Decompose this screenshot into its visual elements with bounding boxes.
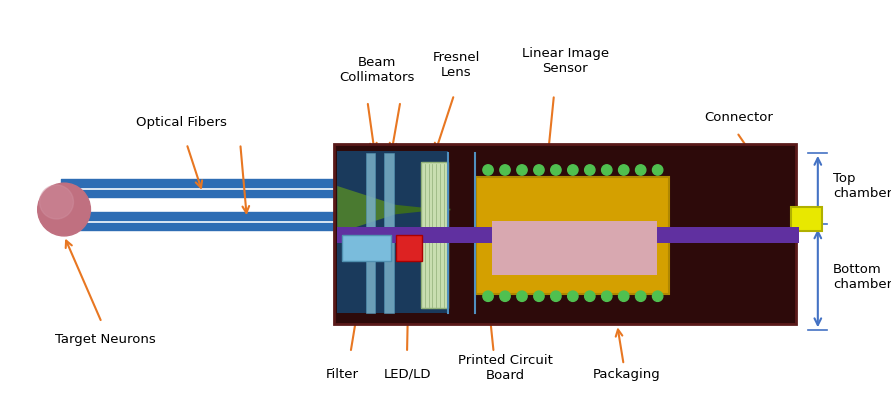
Bar (384, 153, 394, 313)
Circle shape (584, 165, 595, 175)
Bar (334, 143, 797, 324)
Circle shape (551, 291, 561, 301)
Circle shape (568, 291, 578, 301)
Circle shape (652, 291, 663, 301)
Circle shape (618, 291, 629, 301)
Circle shape (534, 165, 544, 175)
Text: Top
chamber: Top chamber (833, 172, 891, 200)
Circle shape (652, 165, 663, 175)
Circle shape (635, 165, 646, 175)
Bar (492, 221, 657, 276)
Circle shape (551, 165, 561, 175)
Circle shape (483, 291, 494, 301)
Circle shape (517, 291, 527, 301)
Circle shape (483, 165, 494, 175)
Bar (342, 235, 391, 261)
Circle shape (500, 291, 511, 301)
Text: Bottom
chamber: Bottom chamber (833, 263, 891, 291)
Text: Packaging: Packaging (593, 368, 660, 381)
Bar (338, 151, 448, 313)
Bar (365, 153, 375, 313)
Text: Filter: Filter (325, 368, 358, 381)
Circle shape (618, 165, 629, 175)
Circle shape (37, 183, 91, 236)
Bar (421, 162, 447, 309)
Circle shape (534, 291, 544, 301)
Bar (338, 227, 799, 242)
Text: Beam
Collimators: Beam Collimators (339, 56, 414, 84)
Circle shape (601, 291, 612, 301)
Bar (791, 207, 822, 231)
Circle shape (601, 165, 612, 175)
Circle shape (635, 291, 646, 301)
Polygon shape (396, 205, 450, 214)
Text: Connector: Connector (704, 111, 773, 124)
Text: Linear Image
Sensor: Linear Image Sensor (522, 47, 609, 75)
Circle shape (584, 291, 595, 301)
Text: LED/LD: LED/LD (383, 368, 430, 381)
Bar (476, 177, 669, 295)
Text: Optical Fibers: Optical Fibers (136, 116, 227, 129)
Circle shape (568, 165, 578, 175)
Polygon shape (338, 186, 396, 233)
Circle shape (39, 185, 73, 219)
Text: Target Neurons: Target Neurons (55, 333, 156, 346)
Text: Printed Circuit
Board: Printed Circuit Board (458, 354, 552, 382)
Bar (396, 235, 422, 261)
Circle shape (517, 165, 527, 175)
Text: Fresnel
Lens: Fresnel Lens (432, 51, 479, 79)
Circle shape (500, 165, 511, 175)
